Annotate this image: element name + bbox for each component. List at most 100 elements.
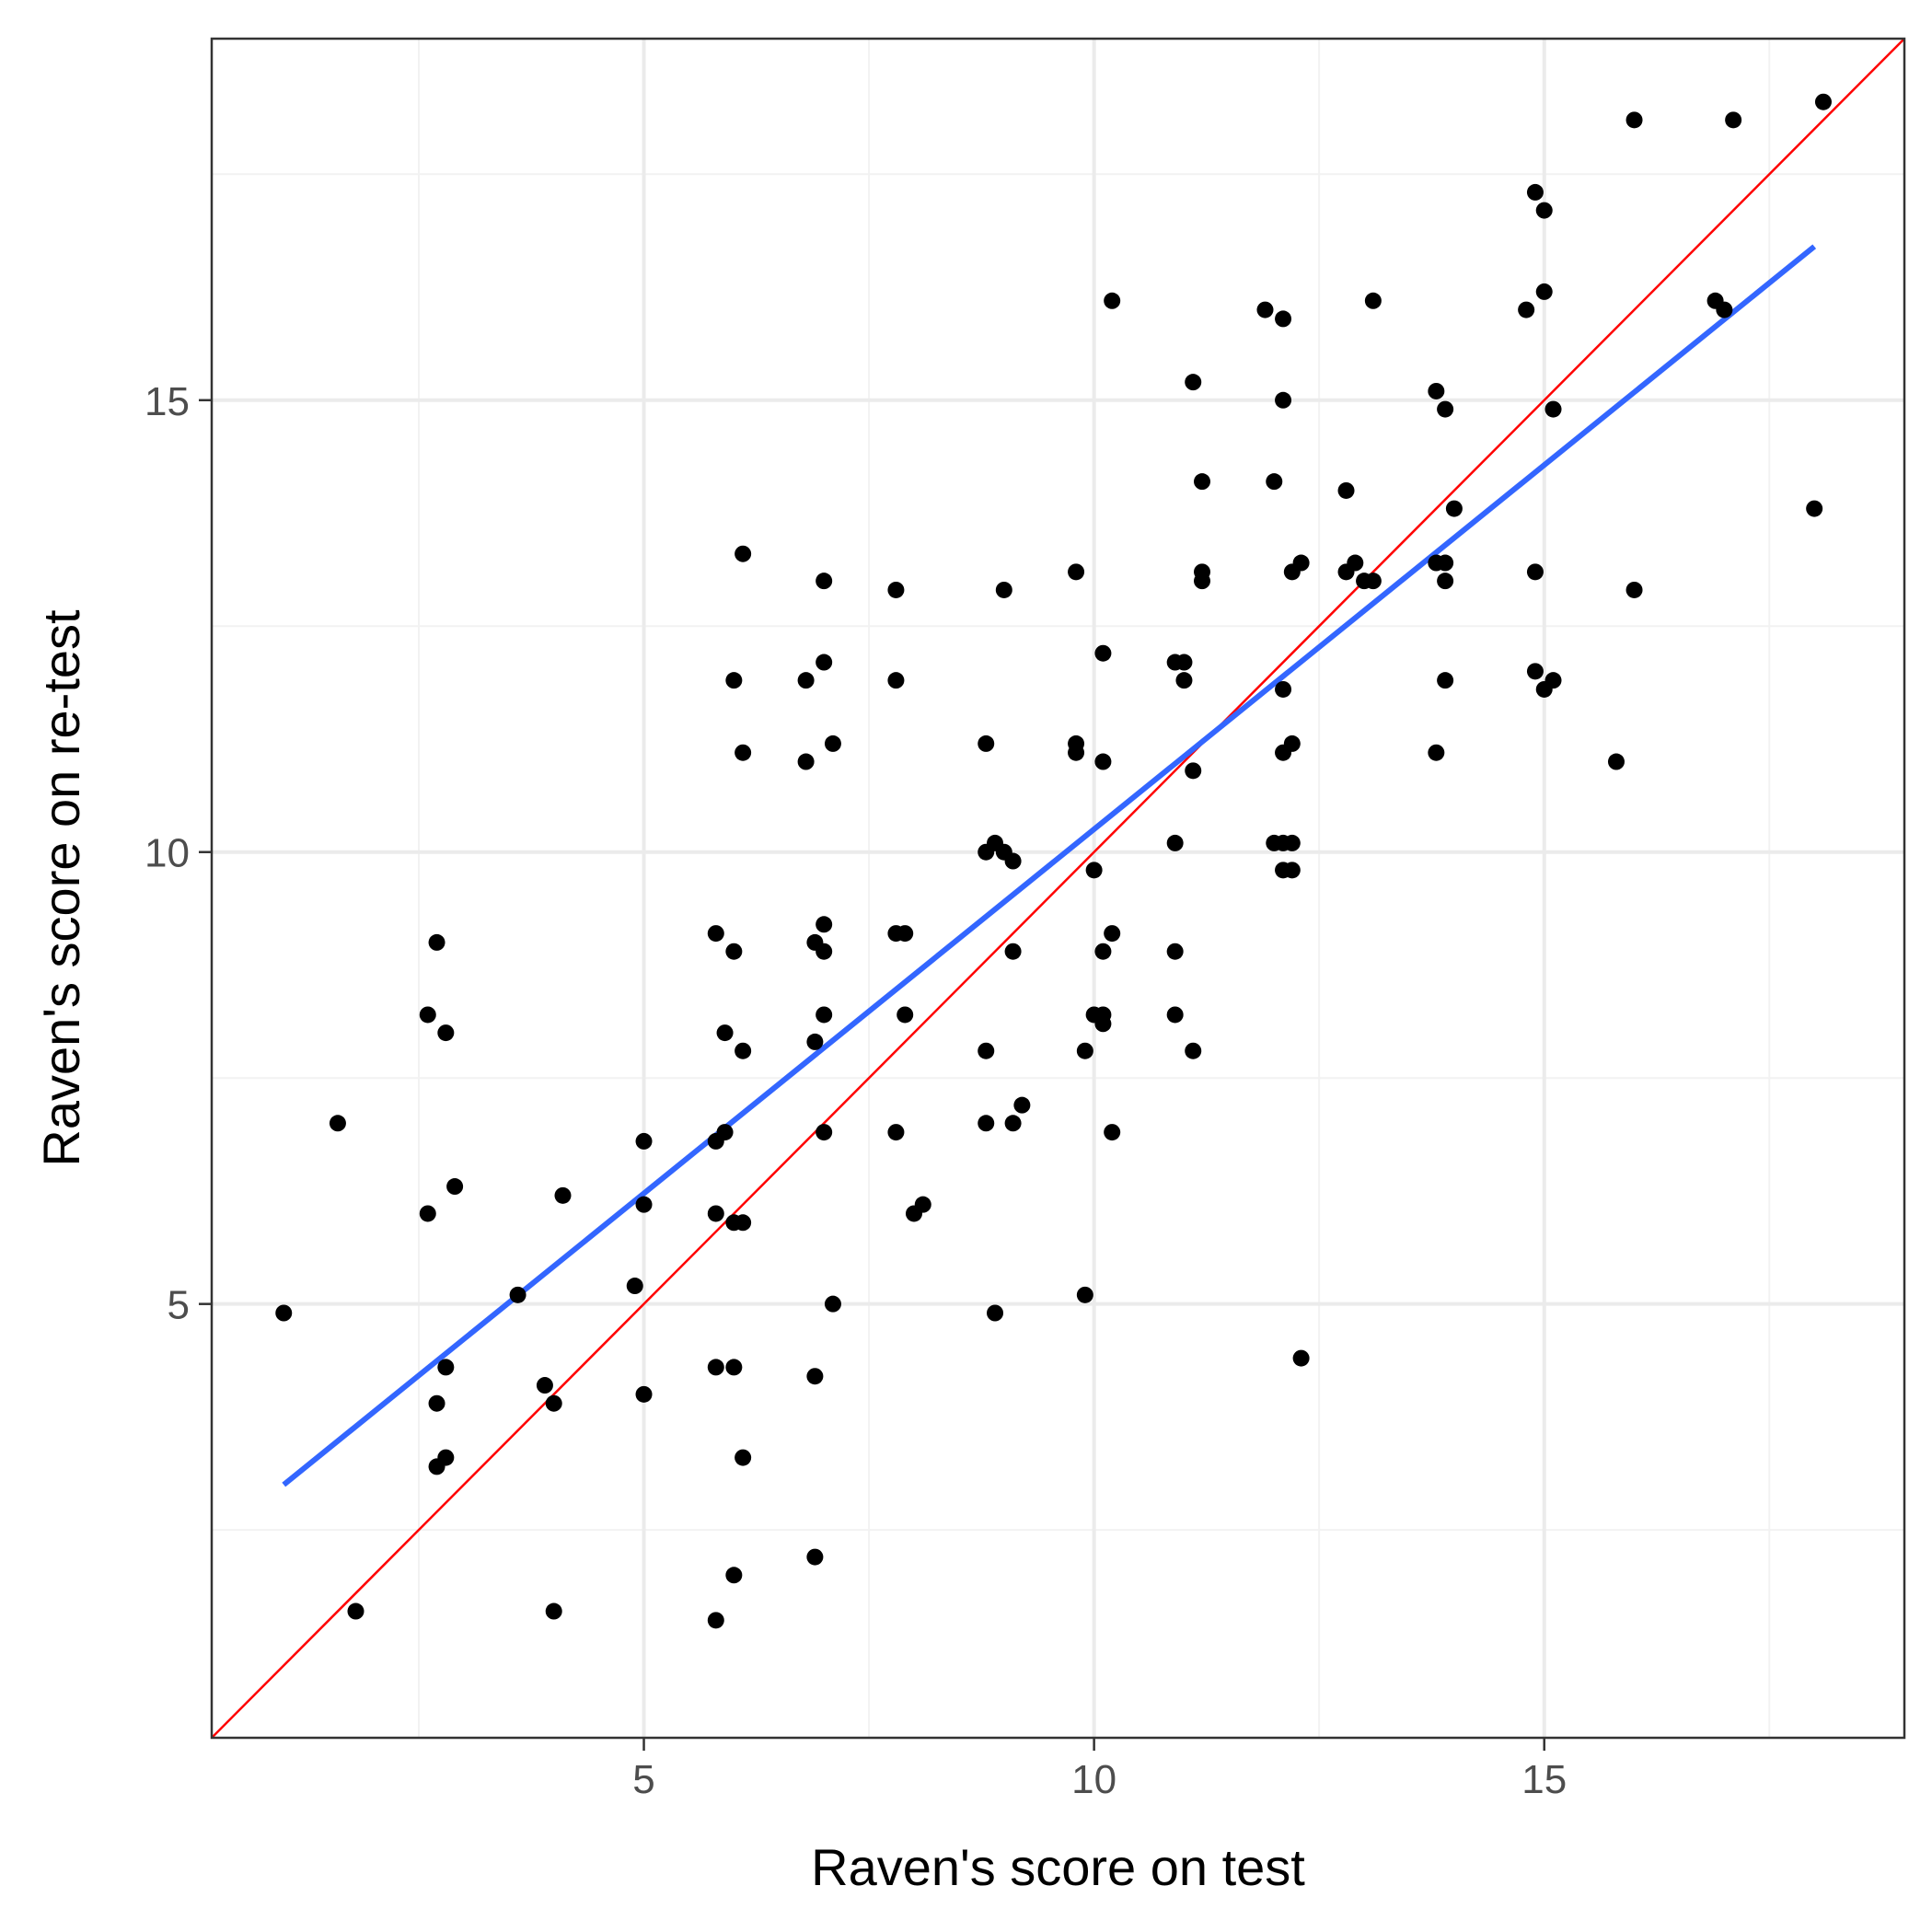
data-point <box>1518 301 1535 318</box>
data-point <box>887 672 905 689</box>
data-point <box>1428 554 1445 572</box>
data-point <box>725 1567 743 1584</box>
data-point <box>545 1394 562 1412</box>
y-axis-title: Raven's score on re-test <box>32 609 90 1167</box>
data-point <box>707 1205 724 1222</box>
data-point <box>1437 400 1454 418</box>
data-point <box>824 735 841 752</box>
data-point <box>635 1196 653 1213</box>
data-point <box>806 1033 824 1050</box>
data-point <box>1166 1006 1184 1024</box>
data-point <box>428 933 445 951</box>
data-point <box>1814 93 1832 110</box>
data-point <box>1275 391 1292 409</box>
y-tick-label: 15 <box>145 379 190 424</box>
reference-lines <box>212 39 1904 1738</box>
data-point <box>1625 581 1643 598</box>
data-point <box>1283 862 1301 879</box>
data-point <box>725 943 743 960</box>
data-point <box>887 1124 905 1141</box>
data-point <box>509 1286 526 1303</box>
data-point <box>735 1042 752 1059</box>
data-point <box>806 1548 824 1566</box>
data-point <box>419 1205 436 1222</box>
data-point <box>707 925 724 943</box>
data-point <box>897 925 914 943</box>
data-point <box>735 545 752 562</box>
data-point <box>725 672 743 689</box>
data-point <box>735 1214 752 1232</box>
data-point <box>1526 663 1544 680</box>
data-point <box>797 672 815 689</box>
data-point <box>1266 473 1283 491</box>
data-point <box>797 753 815 770</box>
data-points <box>275 93 1832 1629</box>
data-point <box>806 1368 824 1385</box>
data-point <box>347 1602 364 1620</box>
data-point <box>735 1449 752 1466</box>
data-point <box>1104 1124 1121 1141</box>
data-point <box>707 1612 724 1629</box>
data-point <box>1283 735 1301 752</box>
data-point <box>1544 672 1562 689</box>
data-point <box>1094 753 1112 770</box>
data-point <box>995 581 1012 598</box>
data-point <box>545 1602 562 1620</box>
data-point <box>716 1124 734 1141</box>
data-point <box>635 1385 653 1403</box>
data-point <box>1004 943 1022 960</box>
data-point <box>1275 680 1292 698</box>
data-point <box>1175 672 1193 689</box>
data-point <box>1266 834 1283 851</box>
data-point <box>1725 111 1742 129</box>
data-point <box>1437 672 1454 689</box>
panel-border <box>210 37 1906 1740</box>
x-axis-title: Raven's score on test <box>811 1838 1305 1896</box>
data-point <box>816 1124 833 1141</box>
data-point <box>1428 744 1445 761</box>
y-tick-label: 5 <box>168 1283 190 1328</box>
data-point <box>1076 1042 1093 1059</box>
data-point <box>1526 183 1544 201</box>
data-point <box>1166 834 1184 851</box>
data-point <box>1544 400 1562 418</box>
data-point <box>1076 1286 1093 1303</box>
data-point <box>824 1295 841 1313</box>
data-point <box>1526 563 1544 581</box>
data-point <box>1283 834 1301 851</box>
data-point <box>1428 382 1445 399</box>
data-point <box>725 1359 743 1376</box>
data-point <box>978 1042 995 1059</box>
data-point <box>1185 762 1202 780</box>
data-point <box>978 735 995 752</box>
x-tick-label: 10 <box>1071 1757 1116 1802</box>
data-point <box>1806 500 1823 517</box>
data-point <box>1175 654 1193 671</box>
data-point <box>1013 1096 1031 1114</box>
data-point <box>329 1115 346 1132</box>
data-point <box>1364 292 1382 309</box>
data-point <box>914 1196 931 1213</box>
data-point <box>1445 500 1463 517</box>
data-point <box>1185 1042 1202 1059</box>
data-point <box>897 1006 914 1024</box>
data-point <box>635 1132 653 1150</box>
axis-ticks: 5 10 15 5 10 15 <box>145 379 1567 1802</box>
data-point <box>1535 283 1553 300</box>
data-point <box>1094 644 1112 662</box>
regression-line <box>282 244 1817 1487</box>
data-point <box>816 654 833 671</box>
data-point <box>1085 862 1103 879</box>
data-point <box>1185 374 1202 391</box>
x-tick-label: 15 <box>1521 1757 1567 1802</box>
data-point <box>816 943 833 960</box>
data-point <box>1004 1115 1022 1132</box>
data-point <box>1437 573 1454 590</box>
data-point <box>816 916 833 933</box>
data-point <box>428 1394 445 1412</box>
data-point <box>446 1178 464 1196</box>
data-point <box>1166 943 1184 960</box>
data-point <box>1104 292 1121 309</box>
